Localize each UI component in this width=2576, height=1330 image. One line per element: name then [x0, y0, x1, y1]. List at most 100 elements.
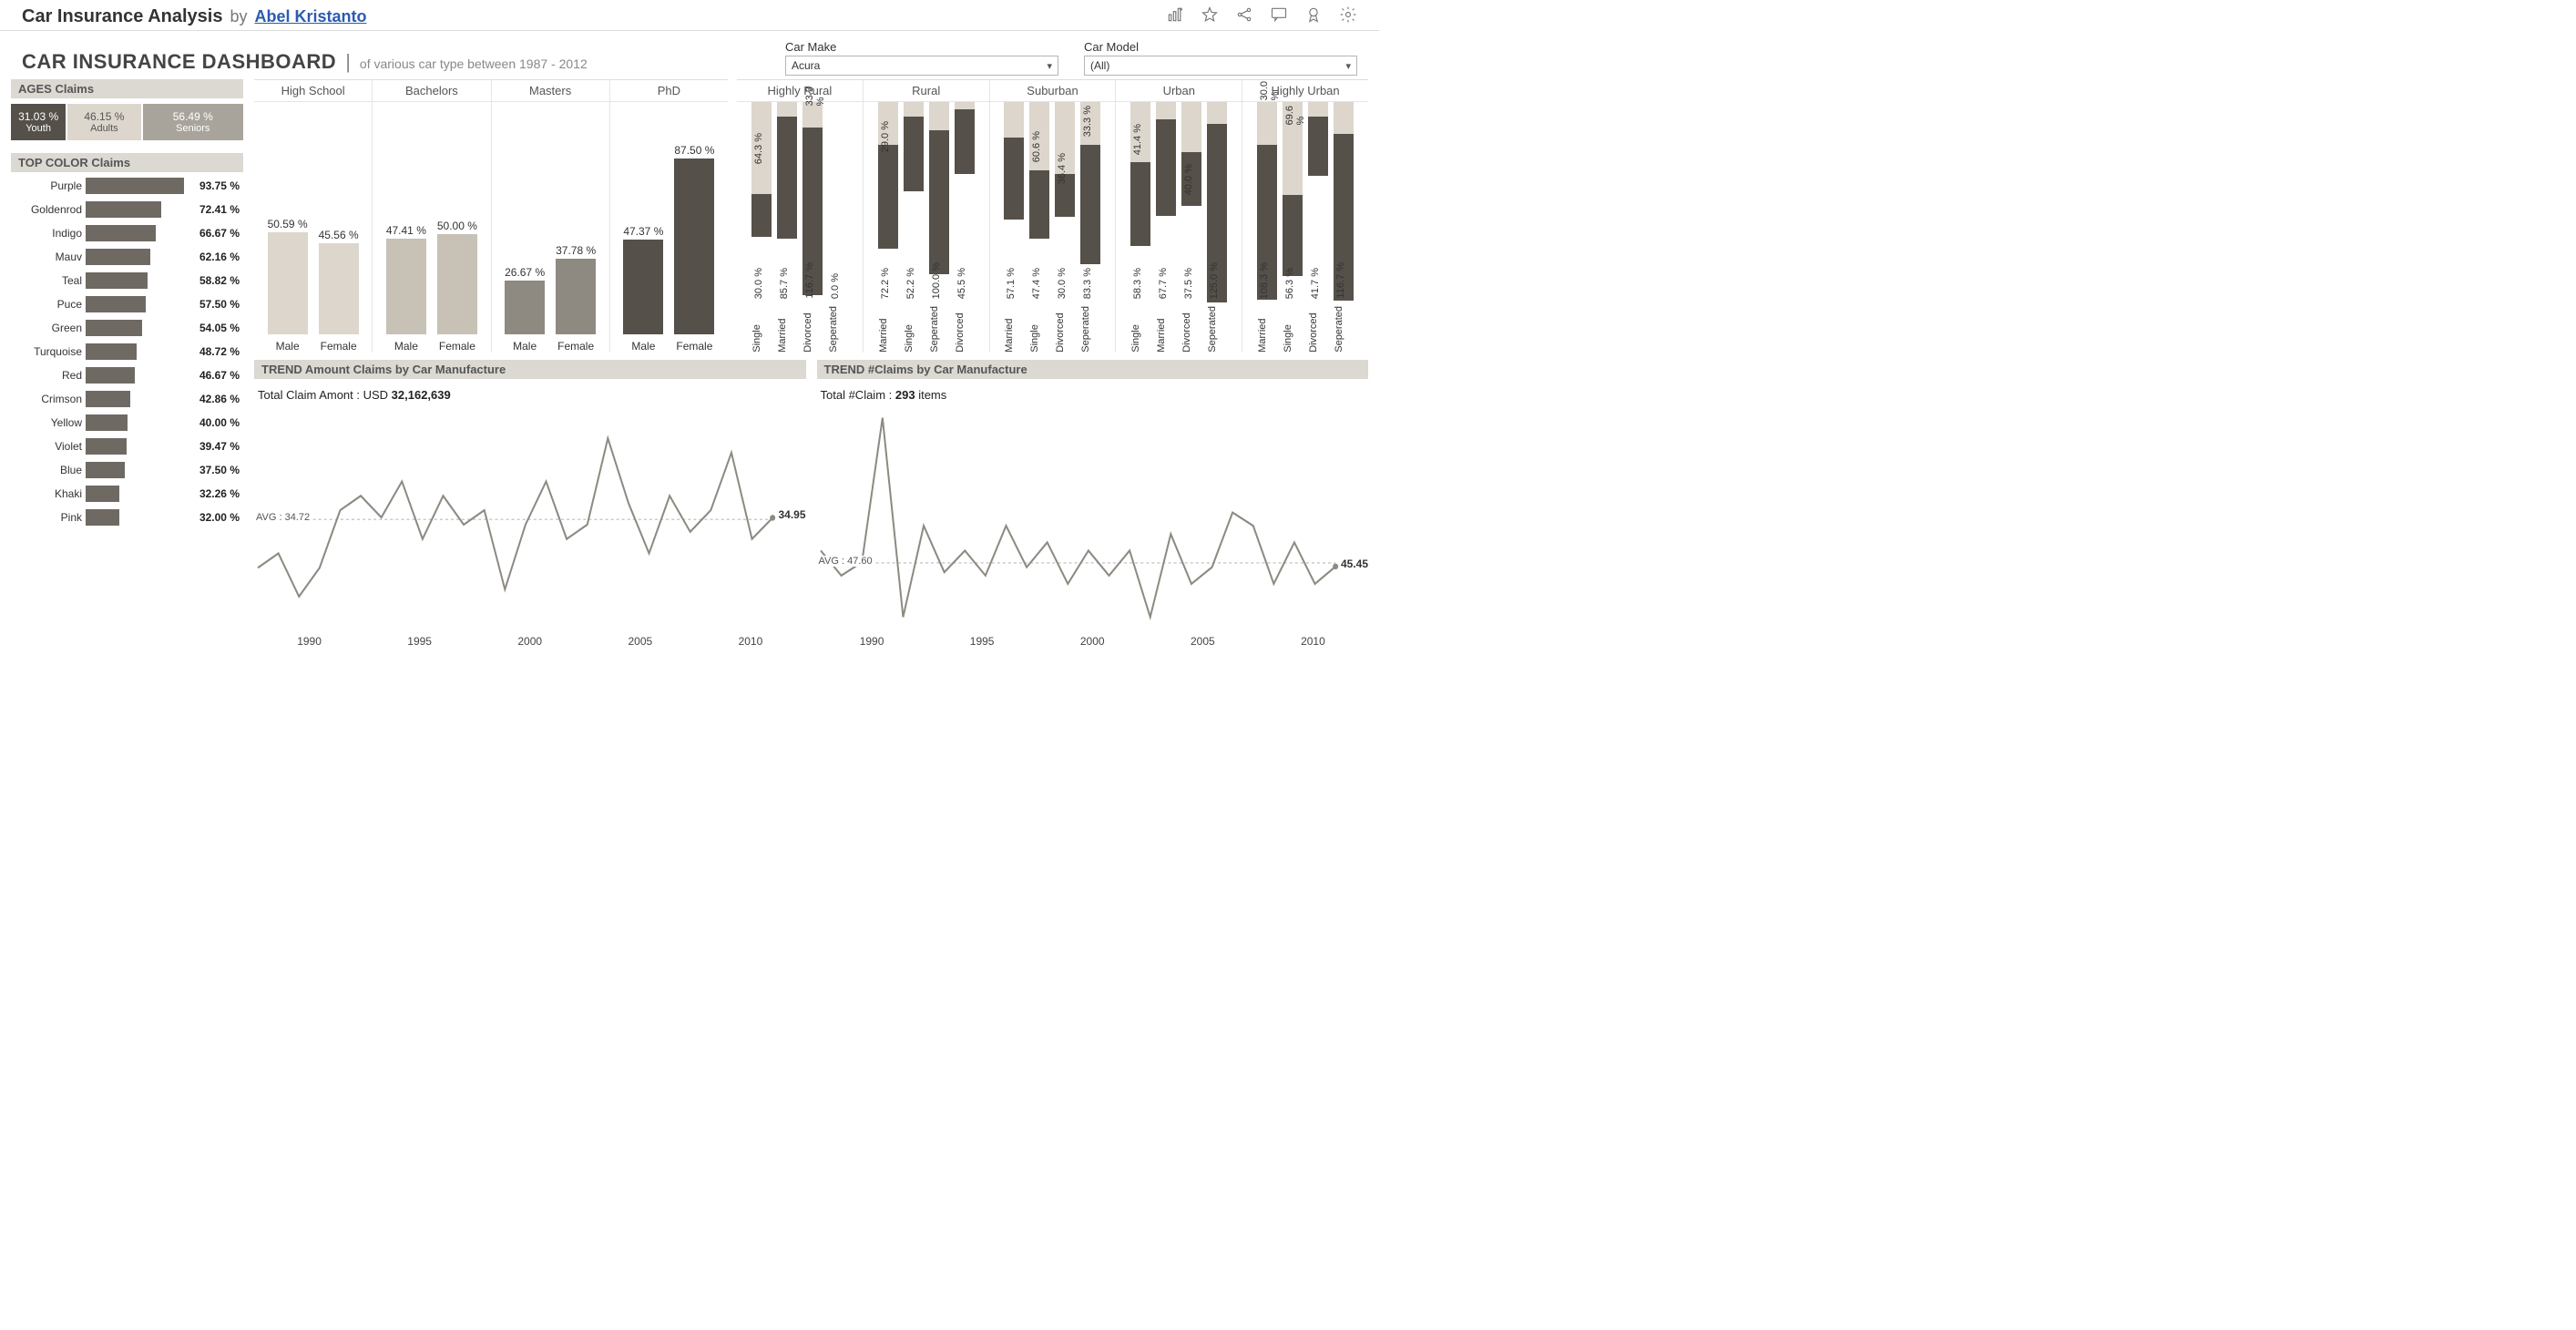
share-icon[interactable]	[1235, 5, 1253, 28]
urbanicity-group: Urban 41.4 % 58.3 % 67.7 % 40.0 % 37.5 %	[1116, 80, 1242, 353]
color-row[interactable]: Blue 37.50 %	[11, 462, 240, 478]
color-row[interactable]: Violet 39.47 %	[11, 438, 240, 455]
ages-segment[interactable]: 56.49 %Seniors	[143, 104, 243, 140]
trend-amount-chart: AVG : 34.72 34.95	[254, 404, 806, 631]
urbanicity-bar[interactable]: 41.7 %	[1308, 102, 1328, 302]
urbanicity-bar[interactable]: 45.5 %	[955, 102, 975, 302]
color-value: 93.75 %	[199, 179, 240, 192]
trend-count-title: TREND #Claims by Car Manufacture	[817, 360, 1369, 379]
urbanicity-group: Highly Urban 30.0 % 108.3 % 69.6 % 56.3 …	[1242, 80, 1368, 353]
color-row[interactable]: Red 46.67 %	[11, 367, 240, 384]
urbanicity-bar[interactable]: 57.1 %	[1004, 102, 1024, 302]
education-bar[interactable]: 87.50 %	[674, 144, 714, 334]
color-label: Violet	[11, 440, 82, 453]
gear-icon[interactable]	[1339, 5, 1357, 28]
color-row[interactable]: Khaki 32.26 %	[11, 486, 240, 502]
education-bar[interactable]: 47.37 %	[623, 225, 663, 334]
color-value: 39.47 %	[199, 440, 240, 453]
trend-amount-info: Total Claim Amont : USD 32,162,639	[254, 384, 806, 404]
color-row[interactable]: Indigo 66.67 %	[11, 225, 240, 241]
education-group: PhD 47.37 % 87.50 % MaleFemale	[610, 80, 728, 353]
trend-avg-label: AVG : 47.60	[817, 556, 874, 567]
urbanicity-bar[interactable]: 60.6 % 47.4 %	[1029, 102, 1049, 302]
trend-line-svg	[254, 404, 806, 631]
color-label: Goldenrod	[11, 203, 82, 216]
color-label: Purple	[11, 179, 82, 192]
ages-title: AGES Claims	[11, 79, 243, 98]
color-label: Crimson	[11, 393, 82, 405]
trend-xtick: 2000	[517, 635, 542, 648]
color-row[interactable]: Crimson 42.86 %	[11, 391, 240, 407]
color-row[interactable]: Pink 32.00 %	[11, 509, 240, 526]
urbanicity-bar[interactable]: 64.3 % 30.0 %	[751, 102, 772, 302]
trend-xtick: 1990	[860, 635, 884, 648]
education-group: High School 50.59 % 45.56 % MaleFemale	[254, 80, 373, 353]
color-value: 32.26 %	[199, 487, 240, 500]
education-bar[interactable]: 47.41 %	[386, 224, 426, 333]
ages-segment[interactable]: 31.03 %Youth	[11, 104, 66, 140]
trend-count-panel: TREND #Claims by Car Manufacture Total #…	[817, 360, 1369, 648]
education-bar[interactable]: 50.59 %	[268, 218, 308, 333]
car-make-select[interactable]: Acura	[785, 56, 1058, 76]
trend-avg-label: AVG : 34.72	[254, 512, 312, 523]
education-chart: High School 50.59 % 45.56 % MaleFemaleBa…	[254, 79, 728, 353]
urbanicity-group: Highly Rural 64.3 % 30.0 % 85.7 % 33.3 %…	[737, 80, 864, 353]
color-label: Pink	[11, 511, 82, 524]
color-value: 72.41 %	[199, 203, 240, 216]
trends-row: TREND Amount Claims by Car Manufacture T…	[254, 360, 1368, 648]
ages-bars: 31.03 %Youth46.15 %Adults56.49 %Seniors	[11, 104, 243, 140]
urbanicity-bar[interactable]: 33.3 % 116.7 %	[802, 102, 823, 302]
urbanicity-bar[interactable]: 0.0 %	[828, 102, 848, 302]
color-row[interactable]: Goldenrod 72.41 %	[11, 201, 240, 218]
urbanicity-chart: Highly Rural 64.3 % 30.0 % 85.7 % 33.3 %…	[737, 79, 1368, 353]
education-bar[interactable]: 37.78 %	[556, 244, 596, 334]
analytics-icon[interactable]	[1166, 5, 1184, 28]
color-row[interactable]: Green 54.05 %	[11, 320, 240, 336]
left-column: AGES Claims 31.03 %Youth46.15 %Adults56.…	[11, 79, 243, 648]
color-label: Turquoise	[11, 345, 82, 358]
urbanicity-bar[interactable]: 52.2 %	[904, 102, 924, 302]
education-bar[interactable]: 45.56 %	[319, 229, 359, 334]
urbanicity-group: Rural 29.0 % 72.2 % 52.2 % 100.0 %	[864, 80, 990, 353]
education-group: Bachelors 47.41 % 50.00 % MaleFemale	[373, 80, 491, 353]
color-row[interactable]: Turquoise 48.72 %	[11, 343, 240, 360]
color-row[interactable]: Mauv 62.16 %	[11, 249, 240, 265]
topcolor-rows: Purple 93.75 % Goldenrod 72.41 % Indigo …	[11, 178, 243, 526]
topcolor-title: TOP COLOR Claims	[11, 153, 243, 172]
award-icon[interactable]	[1304, 5, 1323, 28]
author-link[interactable]: Abel Kristanto	[254, 7, 366, 26]
comment-icon[interactable]	[1270, 5, 1288, 28]
urbanicity-bar[interactable]: 40.0 % 37.5 %	[1181, 102, 1201, 302]
dashboard-subtitle: of various car type between 1987 - 2012	[360, 56, 588, 71]
urbanicity-bar[interactable]: 41.4 % 58.3 %	[1130, 102, 1150, 302]
car-model-label: Car Model	[1084, 40, 1357, 54]
ages-panel: AGES Claims 31.03 %Youth46.15 %Adults56.…	[11, 79, 243, 140]
education-bar[interactable]: 26.67 %	[505, 266, 545, 334]
color-value: 42.86 %	[199, 393, 240, 405]
urbanicity-bar[interactable]: 30.0 % 108.3 %	[1257, 102, 1277, 302]
urbanicity-bar[interactable]: 85.7 %	[777, 102, 797, 302]
urbanicity-bar[interactable]: 29.0 % 72.2 %	[878, 102, 898, 302]
color-label: Khaki	[11, 487, 82, 500]
color-value: 32.00 %	[199, 511, 240, 524]
star-icon[interactable]	[1201, 5, 1219, 28]
color-row[interactable]: Puce 57.50 %	[11, 296, 240, 312]
trend-xtick: 2005	[628, 635, 652, 648]
urbanicity-bar[interactable]: 36.4 % 30.0 %	[1055, 102, 1075, 302]
education-bar[interactable]: 50.00 %	[437, 220, 477, 334]
color-label: Yellow	[11, 416, 82, 429]
color-row[interactable]: Purple 93.75 %	[11, 178, 240, 194]
color-row[interactable]: Yellow 40.00 %	[11, 414, 240, 431]
car-model-select[interactable]: (All)	[1084, 56, 1357, 76]
urbanicity-bar[interactable]: 116.7 %	[1334, 102, 1354, 302]
urbanicity-bar[interactable]: 125.0 %	[1207, 102, 1227, 302]
trend-end-label: 45.45	[1341, 558, 1368, 570]
color-label: Blue	[11, 464, 82, 476]
urbanicity-bar[interactable]: 69.6 % 56.3 %	[1283, 102, 1303, 302]
urbanicity-bar[interactable]: 67.7 %	[1156, 102, 1176, 302]
color-row[interactable]: Teal 58.82 %	[11, 272, 240, 289]
trend-xtick: 2010	[1301, 635, 1325, 648]
ages-segment[interactable]: 46.15 %Adults	[67, 104, 140, 140]
urbanicity-bar[interactable]: 33.3 % 83.3 %	[1080, 102, 1100, 302]
urbanicity-bar[interactable]: 100.0 %	[929, 102, 949, 302]
